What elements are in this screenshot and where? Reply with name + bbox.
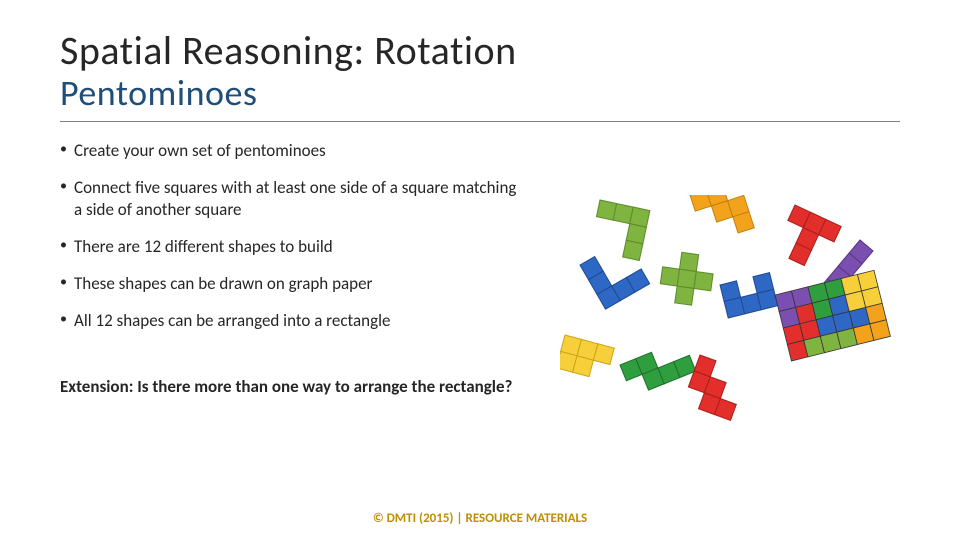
extension-question: Is there more than one way to arrange th… [137,376,512,397]
footer-text: © DMTI (2015) | RESOURCE MATERIALS [0,511,960,526]
bullet-item: All 12 shapes can be arranged into a rec… [60,310,522,331]
bullet-item: There are 12 different shapes to build [60,236,522,257]
bullet-item: These shapes can be drawn on graph paper [60,273,522,294]
bullet-item: Create your own set of pentominoes [60,140,522,161]
extension-text: Extension: Is there more than one way to… [60,376,522,398]
page-title: Spatial Reasoning: Rotation [60,26,900,75]
slide: Spatial Reasoning: Rotation Pentominoes … [0,0,960,540]
bullet-list: Create your own set of pentominoes Conne… [60,140,522,348]
pentominoes-figure [560,195,900,425]
title-divider [60,121,900,122]
bullet-item: Connect five squares with at least one s… [60,177,522,220]
pentominoes-svg [560,195,900,425]
page-subtitle: Pentominoes [60,71,900,115]
extension-label: Extension: [60,376,133,397]
